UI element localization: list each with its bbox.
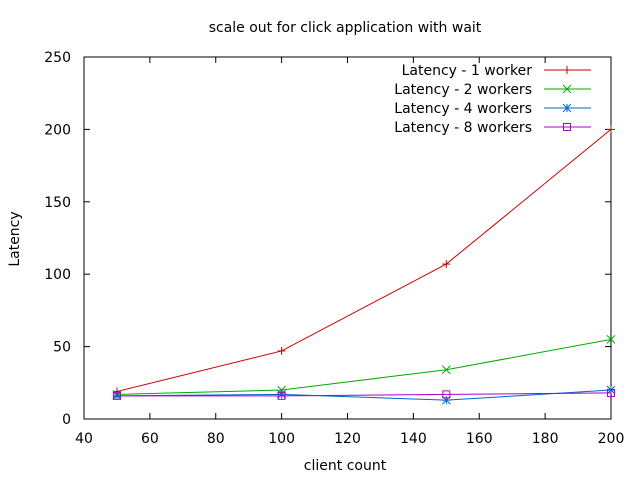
legend-item: Latency - 1 worker [402, 63, 591, 79]
x-axis-label: client count [304, 458, 387, 474]
x-tick-label: 200 [598, 431, 625, 447]
legend-label: Latency - 8 workers [394, 120, 532, 136]
x-tick-label: 100 [268, 431, 295, 447]
series-line [116, 392, 612, 397]
legend-item: Latency - 2 workers [394, 82, 591, 98]
y-tick-label: 50 [53, 340, 71, 356]
legend-marker [563, 123, 571, 131]
legend-marker [563, 66, 571, 74]
data-point [442, 390, 451, 399]
chart-title: scale out for click application with wai… [209, 20, 482, 36]
data-point [607, 125, 615, 134]
data-point [442, 260, 451, 269]
x-tick-label: 160 [466, 431, 493, 447]
legend-item: Latency - 4 workers [394, 101, 591, 117]
legend-marker [562, 103, 572, 113]
data-point [606, 335, 616, 344]
data-point [277, 391, 286, 400]
legend-marker [562, 84, 572, 94]
series-line [116, 129, 612, 392]
y-tick-label: 150 [44, 195, 71, 211]
series-lines [112, 125, 616, 405]
x-tick-label: 40 [75, 431, 93, 447]
data-point [441, 395, 451, 405]
series-2 [112, 335, 616, 399]
legend-label: Latency - 2 workers [394, 82, 532, 98]
x-tick-label: 140 [400, 431, 427, 447]
data-point [112, 391, 121, 400]
x-tick-label: 80 [207, 431, 225, 447]
y-tick-label: 100 [44, 267, 71, 283]
y-tick-label: 0 [62, 412, 71, 428]
x-tick-label: 180 [532, 431, 559, 447]
y-tick-label: 250 [44, 50, 71, 66]
legend-item: Latency - 8 workers [394, 120, 591, 136]
series-4 [112, 388, 615, 400]
x-tick-label: 120 [334, 431, 361, 447]
data-point [277, 390, 286, 399]
axis-ticks: 40 60 80 100 120 140 160 180 200 0 50 100 150 200 250 [44, 50, 624, 447]
series-line [116, 338, 612, 395]
legend: Latency - 1 worker Latency - 2 workers Lat… [394, 63, 591, 136]
series-line [116, 389, 612, 401]
y-tick-label: 200 [44, 122, 71, 138]
legend-label: Latency - 1 worker [402, 63, 533, 79]
series-1 [112, 125, 615, 396]
data-point [441, 365, 451, 375]
x-tick-label: 60 [141, 431, 159, 447]
y-axis-label: Latency [7, 211, 23, 266]
legend-label: Latency - 4 workers [394, 101, 532, 117]
data-point [607, 388, 615, 397]
data-point [277, 346, 286, 355]
